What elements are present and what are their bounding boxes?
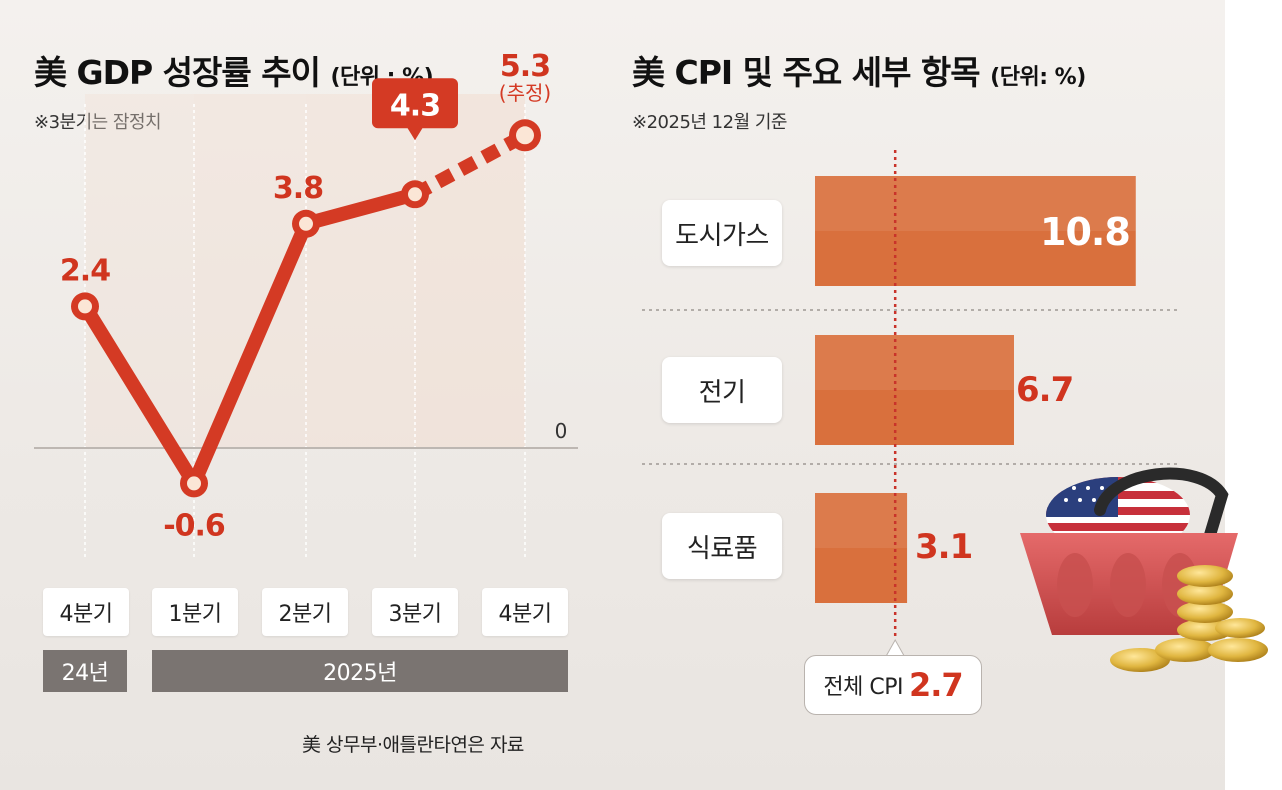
cpi-chart-title: 美 CPI 및 주요 세부 항목 (단위: %) [632,46,1086,94]
gdp-source: 美 상무부·애틀란타연은 자료 [302,734,524,756]
quarter-label-25q4: 4분기 [482,588,568,636]
gdp-point-inner [78,299,92,314]
cpi-bar-highlight [815,176,1136,231]
cpi-bar-highlight [815,335,1014,390]
gold-coins-icon [1110,565,1268,672]
overall-cpi-value: 2.7 [908,666,964,704]
gdp-point-inner [299,216,313,231]
gdp-label-25q1: -0.6 [163,508,225,543]
gdp-point-inner [408,187,422,202]
cpi-bar-0 [815,176,1136,286]
overall-cpi-callout: 전체 CPI 2.7 [804,655,982,715]
gdp-label-24q4: 2.4 [60,253,110,288]
gdp-callout-pointer [407,127,423,141]
category-label-electricity: 전기 [662,357,782,423]
gdp-note: ※3분기는 잠정치 [34,112,162,133]
quarter-shade [306,94,415,448]
year-bar-2024: 24년 [43,650,127,692]
quarter-label-25q2: 2분기 [262,588,348,636]
gdp-label-25q3: 4.3 [390,88,440,123]
gdp-point-inner [516,126,534,145]
gdp-title-text: 美 GDP 성장률 추이 [34,53,321,92]
bar-value-food: 3.1 [915,527,973,567]
cpi-note: ※2025년 12월 기준 [632,112,787,133]
overall-cpi-label: 전체 CPI [823,675,903,700]
year-bar-2025: 2025년 [152,650,568,692]
gdp-line-segment [299,187,422,231]
gdp-line-segment [187,216,313,491]
category-label-food: 식료품 [662,513,782,579]
basket-handle-icon [1094,467,1229,541]
gdp-point-inner [187,476,201,491]
bar-value-electricity: 6.7 [1016,370,1074,410]
quarter-label-25q3: 3분기 [372,588,458,636]
bar-value-city-gas: 10.8 [1040,210,1131,254]
cpi-callout-pointer [885,638,905,657]
quarter-label-25q1: 1분기 [152,588,238,636]
quarter-shade [415,94,525,448]
category-label-city-gas: 도시가스 [662,200,782,266]
gdp-line-segment [78,299,201,491]
cpi-bar-2 [815,493,908,603]
cpi-bar-highlight [815,493,908,548]
gdp-chart-title: 美 GDP 성장률 추이 (단위 : %) [34,46,434,94]
gdp-label-25q4: 5.3 [500,49,550,84]
gdp-estimate-label: (추정) [499,81,551,105]
cpi-bar-1 [815,335,1014,445]
zero-tick-label: 0 [555,419,568,443]
gdp-callout-box [372,78,458,129]
gdp-label-25q2: 3.8 [273,171,323,206]
gdp-estimate-segment [411,129,529,201]
cpi-title-text: 美 CPI 및 주요 세부 항목 [632,53,981,92]
cpi-title-unit: (단위: %) [990,65,1086,90]
quarter-label-24q4: 4분기 [43,588,129,636]
